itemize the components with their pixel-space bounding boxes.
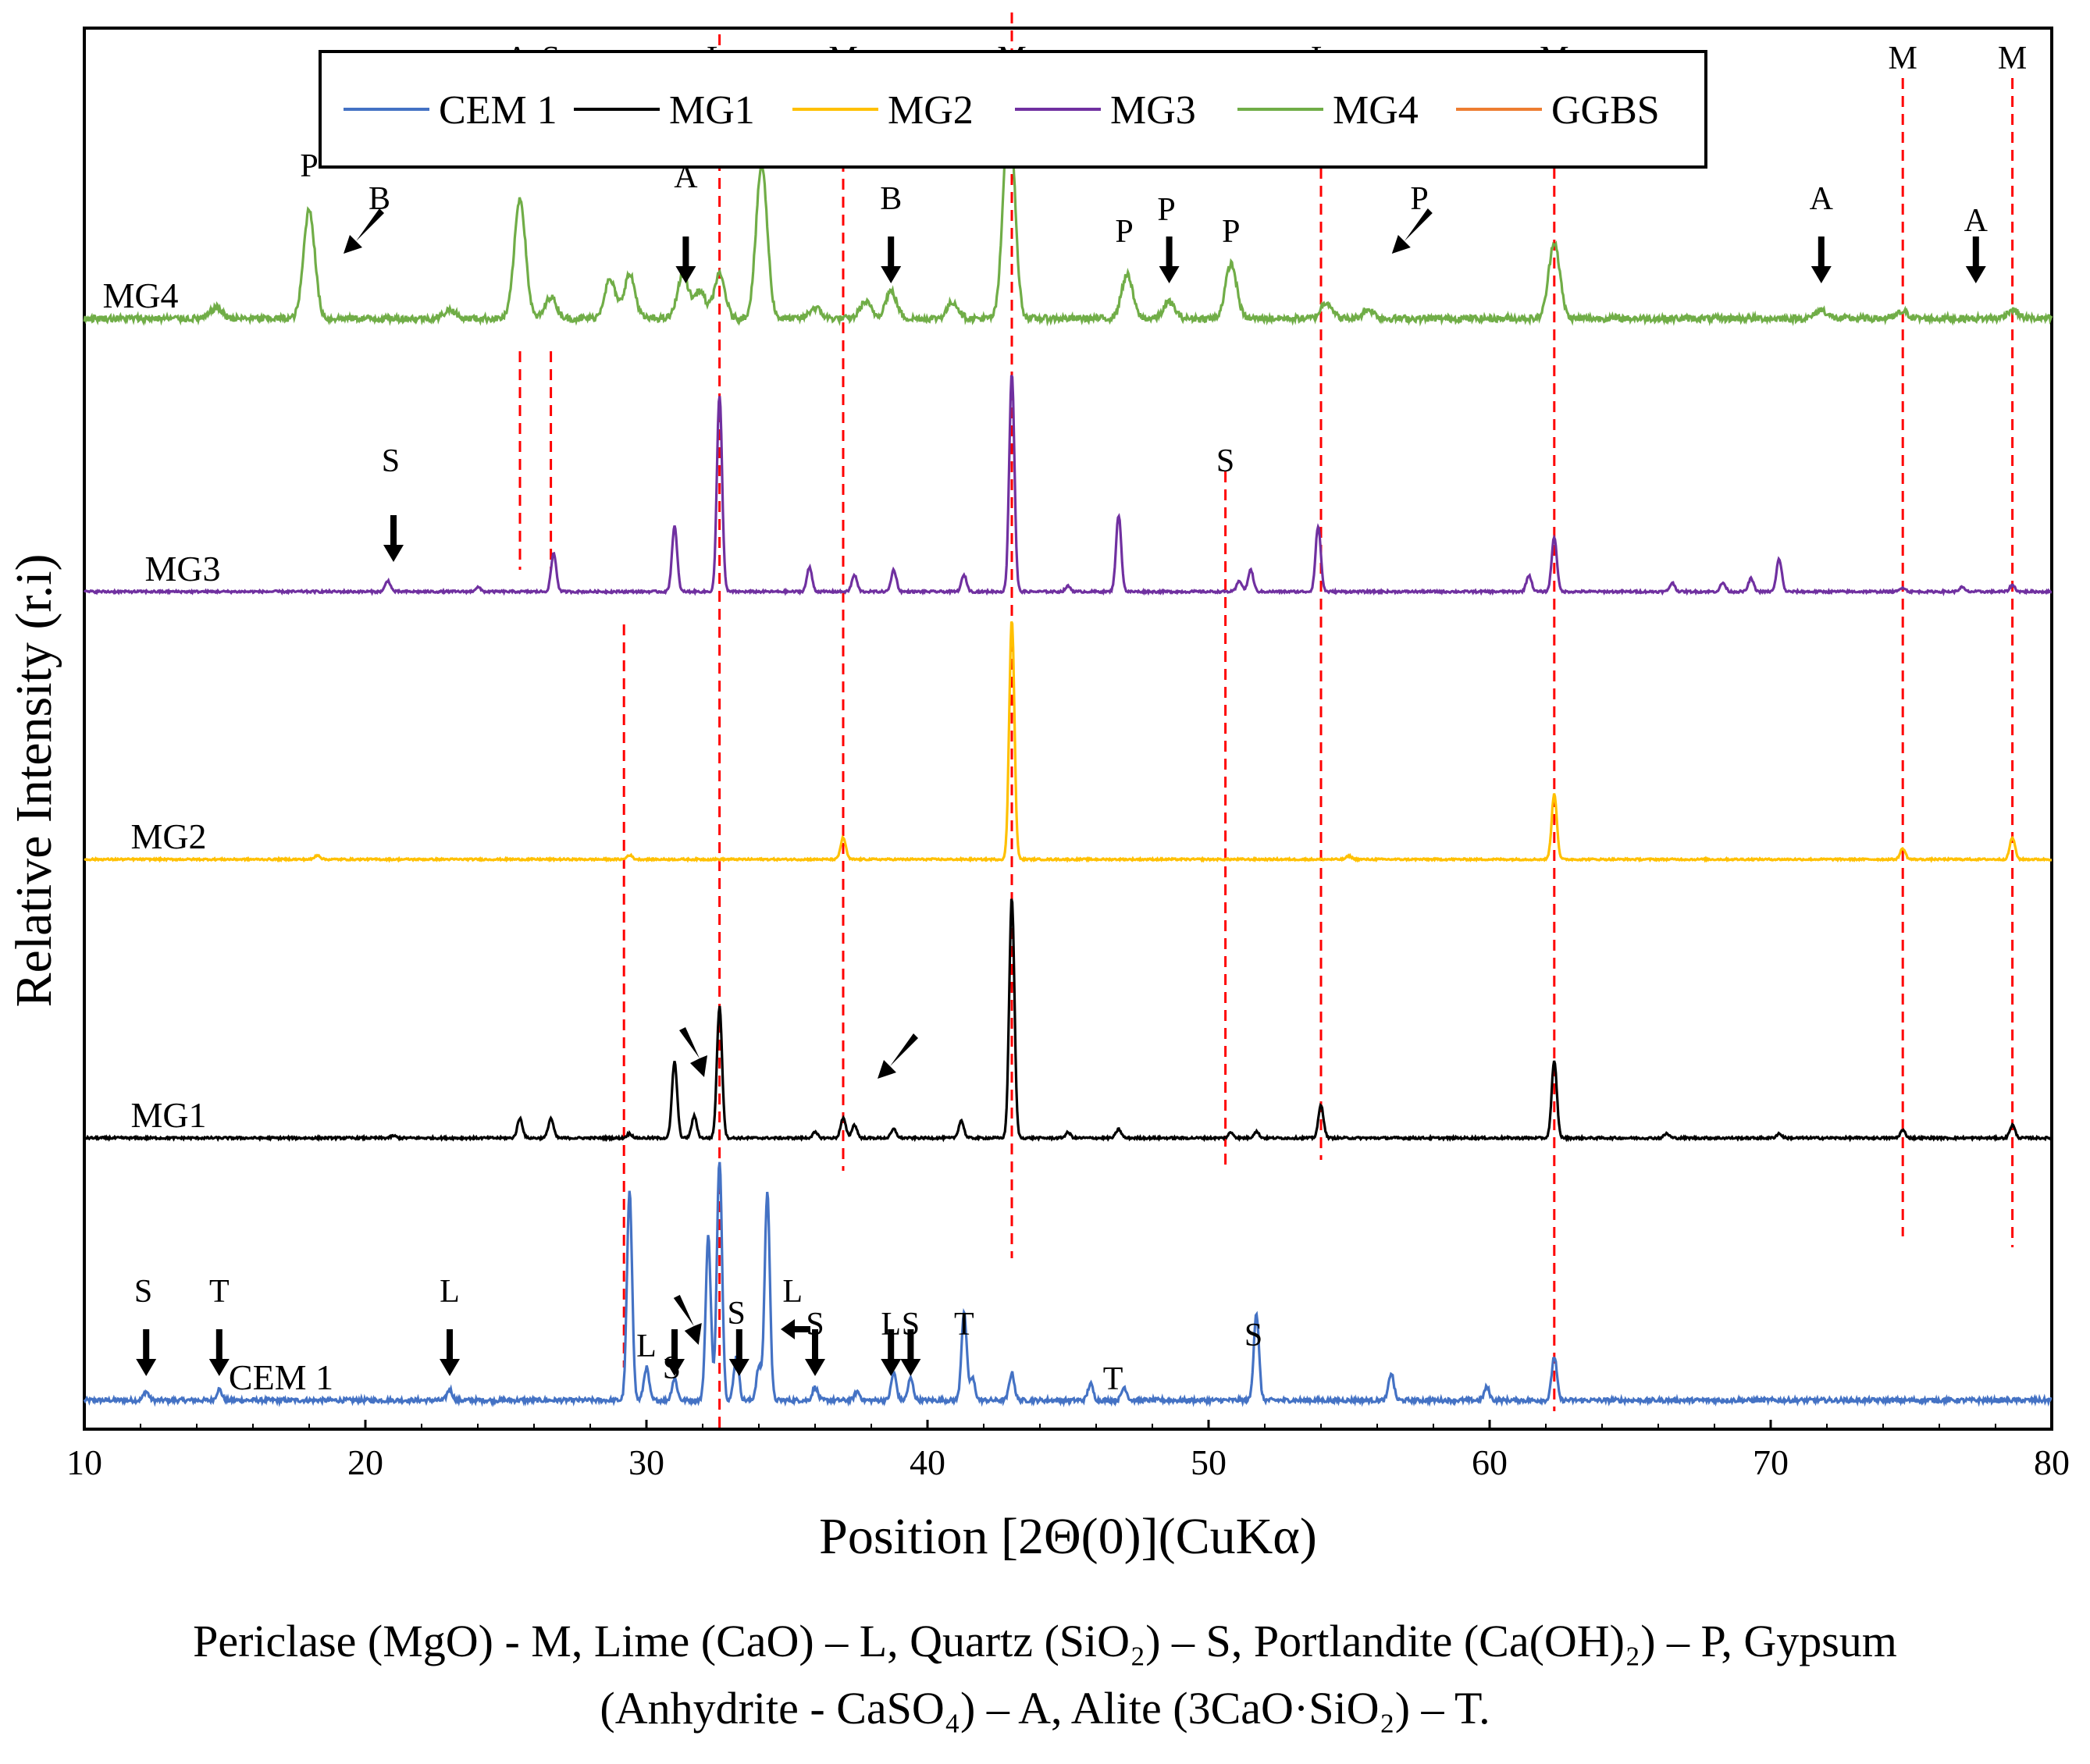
legend-label-mg1: MG1	[669, 88, 755, 133]
caption-line-1: Periclase (MgO) - M, Lime (CaO) – L, Qua…	[193, 1616, 1897, 1666]
phase-label-l: L	[782, 1274, 803, 1310]
peak-arrow	[881, 237, 902, 283]
x-tick-label: 10	[66, 1442, 102, 1482]
figure-caption: Periclase (MgO) - M, Lime (CaO) – L, Qua…	[0, 1608, 2090, 1742]
phase-label-t: T	[209, 1274, 230, 1310]
phase-label-p: P	[1410, 181, 1428, 217]
series-line-mg2	[84, 621, 2053, 863]
series-line-mg1	[84, 898, 2053, 1143]
phase-label-s: S	[902, 1307, 920, 1343]
peak-arrow	[1965, 237, 1986, 283]
x-tick-label: 60	[1472, 1442, 1508, 1482]
peak-arrow	[728, 1329, 749, 1376]
legend-label-mg4: MG4	[1333, 88, 1419, 133]
phase-label-s: S	[382, 443, 400, 479]
peak-arrow	[440, 1329, 460, 1376]
legend-label-mg2: MG2	[888, 88, 974, 133]
x-tick-label: 30	[628, 1442, 664, 1482]
series-label-mg4: MG4	[102, 276, 178, 315]
phase-label-l: L	[440, 1274, 460, 1310]
series-line-cem1	[83, 1161, 2053, 1408]
peak-arrow	[675, 237, 696, 283]
phase-label-s: S	[1244, 1318, 1262, 1353]
legend-label-ggbs: GGBS	[1551, 88, 1660, 133]
peak-arrow	[136, 1329, 157, 1376]
phase-label-p: P	[1157, 192, 1175, 228]
phase-label-a: A	[1810, 181, 1834, 217]
y-axis-label: Relative Intensity (r.i)	[5, 553, 62, 1007]
x-tick-label: 50	[1191, 1442, 1227, 1482]
phase-label-p: P	[1222, 214, 1240, 250]
x-axis-label: Position [2Θ(0)](CuKα)	[819, 1508, 1317, 1565]
phase-label-t: T	[954, 1307, 974, 1343]
caption-line-2: (Anhydrite - CaSO₄) – A, Alite (3CaO·SiO…	[600, 1683, 1490, 1734]
peak-arrow	[878, 1033, 918, 1079]
x-tick-label: 70	[1753, 1442, 1789, 1482]
peak-arrow	[805, 1329, 825, 1376]
x-tick-label: 40	[910, 1442, 945, 1482]
series-line-mg4	[83, 96, 2053, 327]
peak-arrow	[781, 1319, 810, 1339]
series-line-mg3	[83, 375, 2053, 597]
phase-label-t: T	[1103, 1361, 1123, 1397]
x-tick-label: 20	[347, 1442, 383, 1482]
phase-label-p: P	[1115, 214, 1133, 250]
phase-label-a: A	[1964, 203, 1989, 239]
peak-arrow	[900, 1329, 921, 1376]
peak-arrow	[344, 208, 384, 254]
peak-arrow	[1391, 208, 1433, 254]
phase-label-m: M	[1998, 41, 2027, 76]
series-label-mg3: MG3	[144, 549, 220, 589]
phase-label-s: S	[806, 1307, 824, 1343]
phase-label-s: S	[134, 1274, 152, 1310]
legend-label-mg3: MG3	[1110, 88, 1196, 133]
phase-label-l: L	[636, 1328, 657, 1364]
peak-arrow	[1159, 237, 1180, 283]
legend-label-cem1: CEM 1	[439, 88, 557, 133]
phase-label-s: S	[1216, 443, 1234, 479]
phase-label-b: B	[880, 181, 902, 217]
series-label-mg2: MG2	[130, 816, 206, 856]
legend: CEM 1 MG1 MG2 MG3 MG4 GGBS	[319, 50, 1707, 169]
peak-arrow	[208, 1329, 230, 1376]
x-axis: 10 20 30 40 50 60 70 80	[66, 1420, 2070, 1482]
peak-arrow	[383, 515, 404, 562]
peak-arrow	[673, 1295, 702, 1345]
plot-frame	[83, 27, 2053, 1431]
reference-lines	[518, 12, 2014, 1433]
peak-arrow	[664, 1329, 685, 1376]
phase-label-s: S	[728, 1296, 746, 1332]
peak-arrow	[679, 1027, 707, 1077]
series-label-mg1: MG1	[130, 1095, 206, 1135]
phase-label-m: M	[1889, 41, 1917, 76]
x-tick-label: 80	[2034, 1442, 2070, 1482]
series-label-cem1: CEM 1	[229, 1357, 333, 1397]
peak-arrow	[1811, 237, 1832, 283]
peak-arrow	[881, 1329, 902, 1376]
phase-label-p: P	[300, 148, 318, 184]
